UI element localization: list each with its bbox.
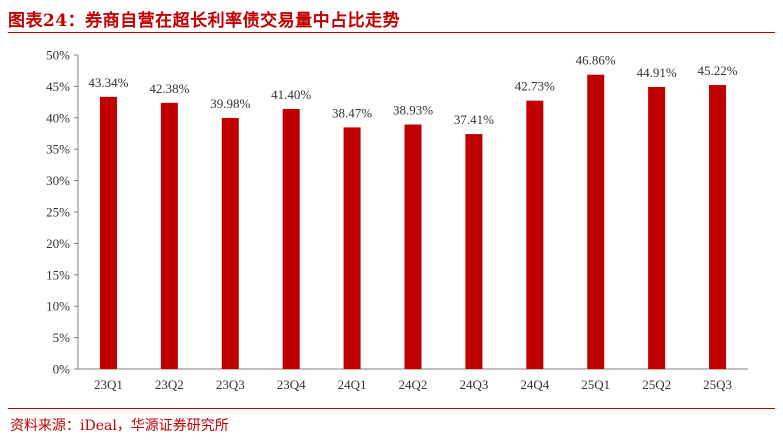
value-label-23Q4: 41.40% — [271, 87, 311, 102]
value-label-25Q1: 46.86% — [576, 53, 616, 68]
y-tick-label: 5% — [53, 330, 71, 345]
x-tick-label-24Q3: 24Q3 — [459, 377, 488, 392]
bar-25Q3 — [709, 85, 727, 369]
x-tick-label-25Q2: 25Q2 — [642, 377, 671, 392]
value-label-23Q1: 43.34% — [88, 75, 128, 90]
figure-title: 图表24：券商自营在超长利率债交易量中占比走势 — [8, 11, 401, 31]
x-tick-label-23Q4: 23Q4 — [277, 377, 306, 392]
source-note: 资料来源：iDeal，华源证券研究所 — [10, 418, 229, 434]
bar-23Q1 — [99, 96, 117, 369]
bar-25Q2 — [648, 86, 666, 369]
x-tick-label-25Q3: 25Q3 — [703, 377, 732, 392]
bar-23Q4 — [282, 109, 300, 370]
y-tick-label: 40% — [46, 110, 70, 125]
y-tick-label: 10% — [46, 299, 70, 314]
bar-23Q3 — [221, 117, 239, 369]
x-tick-label-24Q2: 24Q2 — [399, 377, 428, 392]
value-label-25Q2: 44.91% — [637, 65, 677, 80]
source-divider — [8, 408, 775, 409]
y-tick-label: 0% — [53, 362, 71, 377]
bar-24Q3 — [465, 134, 483, 369]
bar-25Q1 — [587, 74, 605, 369]
y-tick-label: 45% — [46, 79, 70, 94]
y-tick-label: 50% — [46, 48, 70, 63]
bar-24Q1 — [343, 127, 361, 369]
y-tick-label: 25% — [46, 205, 70, 220]
y-tick-label: 20% — [46, 236, 70, 251]
x-tick-label-23Q1: 23Q1 — [94, 377, 123, 392]
y-tick-label: 15% — [46, 267, 70, 282]
x-tick-label-24Q4: 24Q4 — [520, 377, 549, 392]
value-label-23Q2: 42.38% — [149, 81, 189, 96]
bar-series — [99, 74, 727, 370]
value-label-23Q3: 39.98% — [210, 96, 250, 111]
y-axis-ticks: 0% 5% 10% 15% 20% 25% 30% 35% 40% 45% 50% — [46, 48, 78, 377]
y-tick-label: 30% — [46, 173, 70, 188]
x-axis-labels: 23Q1 23Q2 23Q3 23Q4 24Q1 24Q2 24Q3 24Q4 25Q1 25Q2… — [94, 377, 732, 392]
value-label-25Q3: 45.22% — [697, 63, 737, 78]
x-tick-label-23Q2: 23Q2 — [155, 377, 184, 392]
x-tick-label-24Q1: 24Q1 — [338, 377, 367, 392]
bar-24Q4 — [526, 100, 544, 369]
title-divider — [8, 32, 775, 33]
x-tick-label-23Q3: 23Q3 — [216, 377, 245, 392]
value-label-24Q4: 42.73% — [515, 79, 555, 94]
x-tick-label-25Q1: 25Q1 — [581, 377, 610, 392]
value-label-24Q1: 38.47% — [332, 105, 372, 120]
value-label-24Q3: 37.41% — [454, 112, 494, 127]
bar-24Q2 — [404, 124, 422, 370]
value-labels: 43.34% 42.38% 39.98% 41.40% 38.47% 38.93% 37.4… — [88, 53, 737, 127]
bar-23Q2 — [160, 102, 178, 369]
value-label-24Q2: 38.93% — [393, 103, 433, 118]
y-tick-label: 35% — [46, 142, 70, 157]
